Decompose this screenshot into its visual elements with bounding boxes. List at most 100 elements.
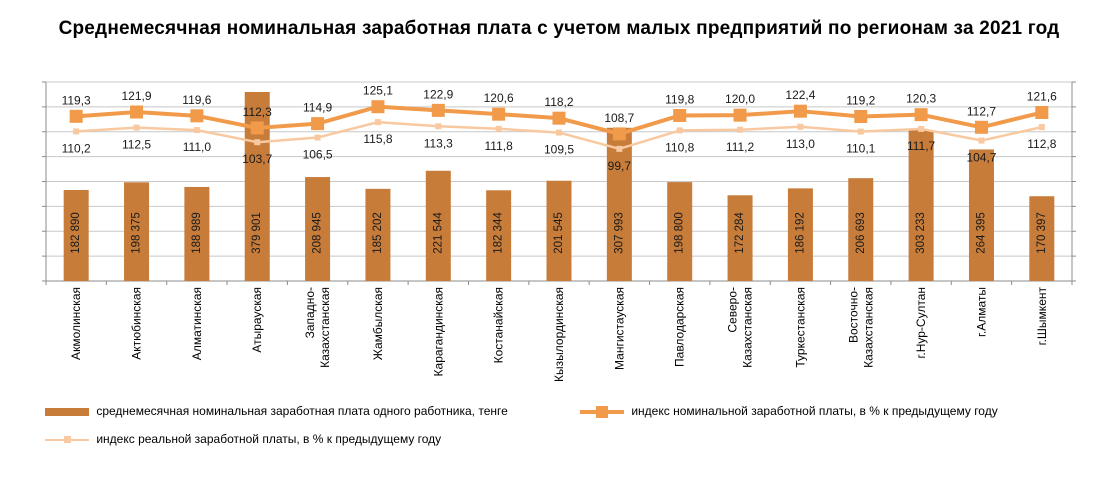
bar-data-label: 185 202	[372, 212, 384, 254]
real-index-data-label: 112,8	[1027, 137, 1056, 151]
category-label: Северо-	[726, 287, 740, 333]
nominal-index-data-label: 112,7	[967, 104, 996, 118]
bar	[305, 177, 331, 281]
real-index-point	[918, 125, 925, 132]
nominal-index-point	[190, 109, 204, 123]
legend-item-real-index: индекс реальной заработной платы, в % к …	[45, 432, 441, 446]
bar	[365, 188, 391, 281]
bar-data-label: 379 901	[251, 212, 263, 254]
nominal-index-point	[69, 109, 83, 123]
bar-data-label: 264 395	[975, 212, 987, 254]
bar	[425, 170, 451, 281]
bar-data-label: 221 544	[432, 212, 444, 254]
bar-data-label: 198 800	[674, 212, 686, 254]
bar-data-label: 307 993	[613, 212, 625, 254]
real-index-point	[495, 125, 502, 132]
real-index-data-label: 113,0	[786, 137, 815, 151]
real-index-data-label: 110,1	[846, 142, 875, 156]
bar	[606, 127, 632, 281]
real-index-data-label: 115,8	[363, 132, 392, 146]
real-index-point	[978, 137, 985, 144]
category-label: Восточно-	[846, 287, 860, 343]
real-index-data-label: 111,0	[183, 140, 212, 154]
real-index-point	[676, 127, 683, 134]
real-index-point	[254, 139, 261, 146]
nominal-index-data-label: 120,6	[484, 91, 514, 105]
nominal-index-data-label: 122,9	[423, 87, 453, 101]
legend-swatch-real	[45, 435, 89, 444]
line-data-labels: 110,2 112,5 111,0 103,7 106,5 115,8 113,3 111,8…	[62, 84, 1058, 173]
real-index-data-label: 111,7	[907, 139, 936, 153]
category-label: Западно-	[303, 287, 317, 338]
real-index-point	[73, 128, 80, 135]
legend-item-nominal-index: индекс номинальной заработной платы, в %…	[580, 404, 998, 418]
category-label: Мангистауская	[612, 287, 626, 370]
category-label: г.Шымкент	[1035, 287, 1049, 346]
bar	[727, 195, 753, 281]
category-label: Казахстанская	[318, 287, 332, 368]
category-label: Алматинская	[190, 287, 204, 360]
real-index-point	[435, 123, 442, 130]
bar	[667, 182, 693, 281]
real-index-point	[616, 145, 623, 152]
nominal-index-point	[914, 108, 928, 122]
real-index-data-label: 113,3	[424, 136, 453, 150]
bar-data-label: 172 284	[734, 212, 746, 254]
nominal-index-point	[673, 108, 687, 122]
real-index-data-label: 106,5	[303, 148, 333, 162]
bar-data-label: 303 233	[915, 212, 927, 254]
legend-swatch-nominal	[580, 405, 624, 418]
category-label: Павлодарская	[673, 287, 687, 367]
nominal-index-data-label: 121,6	[1027, 90, 1057, 104]
bar-data-label: 201 545	[553, 212, 565, 254]
real-index-data-label: 109,5	[544, 143, 574, 157]
real-index-point	[857, 128, 864, 135]
real-index-data-label: 110,2	[62, 141, 91, 155]
nominal-index-point	[130, 105, 144, 119]
nominal-index-point	[371, 100, 385, 114]
nominal-index-data-label: 119,3	[62, 93, 91, 107]
nominal-index-data-label: 121,9	[122, 89, 152, 103]
nominal-index-point	[612, 127, 626, 141]
bar-data-label: 186 192	[794, 212, 806, 254]
real-index-point	[737, 126, 744, 133]
real-index-point	[193, 127, 200, 134]
nominal-index-data-label: 119,8	[665, 92, 694, 106]
bar-data-label: 206 693	[855, 212, 867, 254]
nominal-index-data-label: 120,0	[725, 92, 755, 106]
bar	[968, 149, 994, 281]
category-label: Казахстанская	[861, 287, 875, 368]
legend-item-bars: среднемесячная номинальная заработная пл…	[45, 404, 508, 418]
real-index-point	[1038, 124, 1045, 131]
category-label: Актюбинская	[130, 287, 144, 360]
legend-label-nominal: индекс номинальной заработной платы, в %…	[631, 404, 998, 418]
real-index-point	[314, 134, 321, 141]
legend-label-real: индекс реальной заработной платы, в % к …	[96, 432, 442, 446]
real-index-data-label: 104,7	[966, 151, 996, 165]
bar	[848, 178, 874, 281]
real-index-point	[133, 124, 140, 131]
nominal-index-data-label: 114,9	[303, 101, 332, 115]
nominal-index-point	[793, 104, 807, 118]
lines	[69, 100, 1049, 152]
nominal-index-data-label: 120,3	[906, 92, 936, 106]
category-label: Карагандинская	[431, 287, 445, 376]
nominal-index-data-label: 125,1	[363, 84, 393, 98]
bar	[908, 130, 934, 281]
bar-data-label: 208 945	[312, 212, 324, 254]
nominal-index-point	[854, 109, 868, 123]
category-label: г.Нур-Султан	[914, 287, 928, 359]
nominal-index-data-label: 112,3	[243, 105, 272, 119]
category-label: г.Алматы	[974, 287, 988, 337]
real-index-point	[556, 129, 562, 136]
real-index-point	[797, 123, 804, 130]
category-label: Казахстанская	[741, 287, 755, 368]
category-label: Акмолинская	[69, 287, 83, 360]
nominal-index-data-label: 122,4	[785, 88, 815, 102]
nominal-index-point	[492, 107, 506, 121]
axes	[42, 81, 1076, 285]
nominal-index-point	[431, 103, 445, 117]
bar-data-label: 188 989	[191, 212, 203, 254]
category-label: Жамбылская	[371, 287, 385, 360]
